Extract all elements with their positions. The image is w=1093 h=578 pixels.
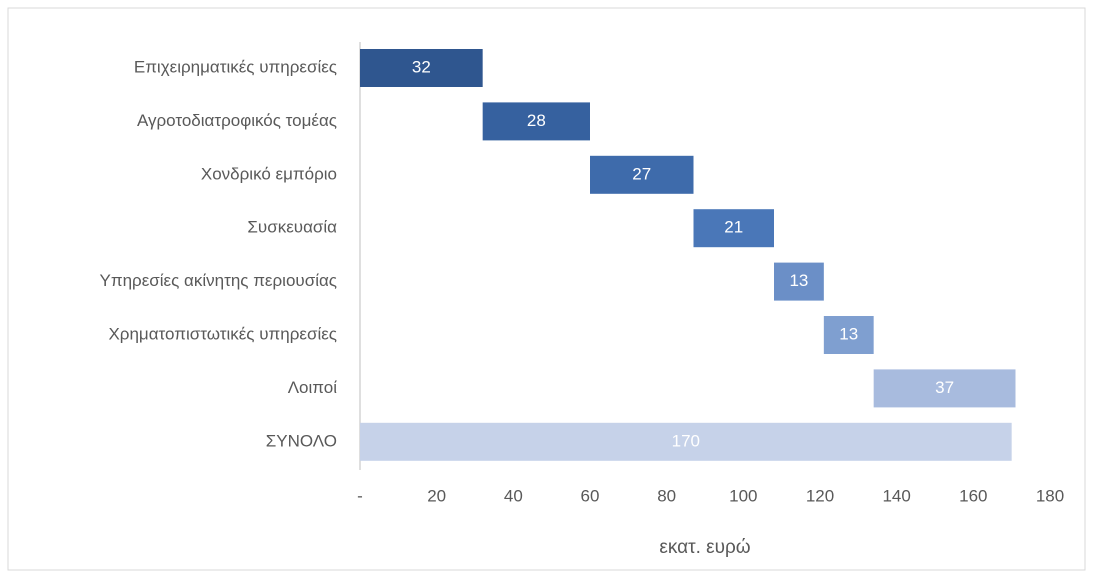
- category-label: Χονδρικό εμπόριο: [201, 164, 337, 183]
- x-tick-label: 180: [1036, 486, 1064, 505]
- data-label: 37: [935, 378, 954, 397]
- data-label: 21: [724, 218, 743, 237]
- bar: [873, 369, 1016, 408]
- x-tick-label: 40: [504, 486, 523, 505]
- bar: [590, 155, 694, 194]
- bar: [693, 209, 774, 248]
- data-label: 28: [527, 111, 546, 130]
- category-label: Επιχειρηματικές υπηρεσίες: [134, 57, 337, 76]
- bar: [482, 102, 590, 141]
- category-label: ΣΥΝΟΛΟ: [266, 431, 337, 450]
- x-tick-label: 120: [806, 486, 834, 505]
- x-tick-label: 80: [657, 486, 676, 505]
- x-tick-label: -: [357, 486, 363, 505]
- x-tick-label: 100: [729, 486, 757, 505]
- bar: [774, 262, 824, 301]
- bar: [360, 49, 483, 87]
- category-label: Λοιποί: [288, 378, 338, 397]
- bar: [823, 316, 874, 354]
- x-tick-label: 20: [427, 486, 446, 505]
- x-tick-label: 140: [882, 486, 910, 505]
- x-axis-label: εκατ. ευρώ: [659, 537, 750, 558]
- data-label: 32: [412, 57, 431, 76]
- data-label: 13: [839, 324, 858, 343]
- data-label: 13: [789, 271, 808, 290]
- x-tick-label: 60: [581, 486, 600, 505]
- data-label: 27: [632, 164, 651, 183]
- data-label: 170: [672, 431, 700, 450]
- chart-frame: [7, 7, 1086, 571]
- total-bar: [360, 422, 1012, 461]
- category-label: Χρηματοπιστωτικές υπηρεσίες: [108, 324, 337, 343]
- category-label: Υπηρεσίες ακίνητης περιουσίας: [100, 271, 337, 290]
- x-tick-label: 160: [959, 486, 987, 505]
- category-label: Συσκευασία: [247, 218, 337, 237]
- category-label: Αγροτοδιατροφικός τομέας: [137, 111, 337, 130]
